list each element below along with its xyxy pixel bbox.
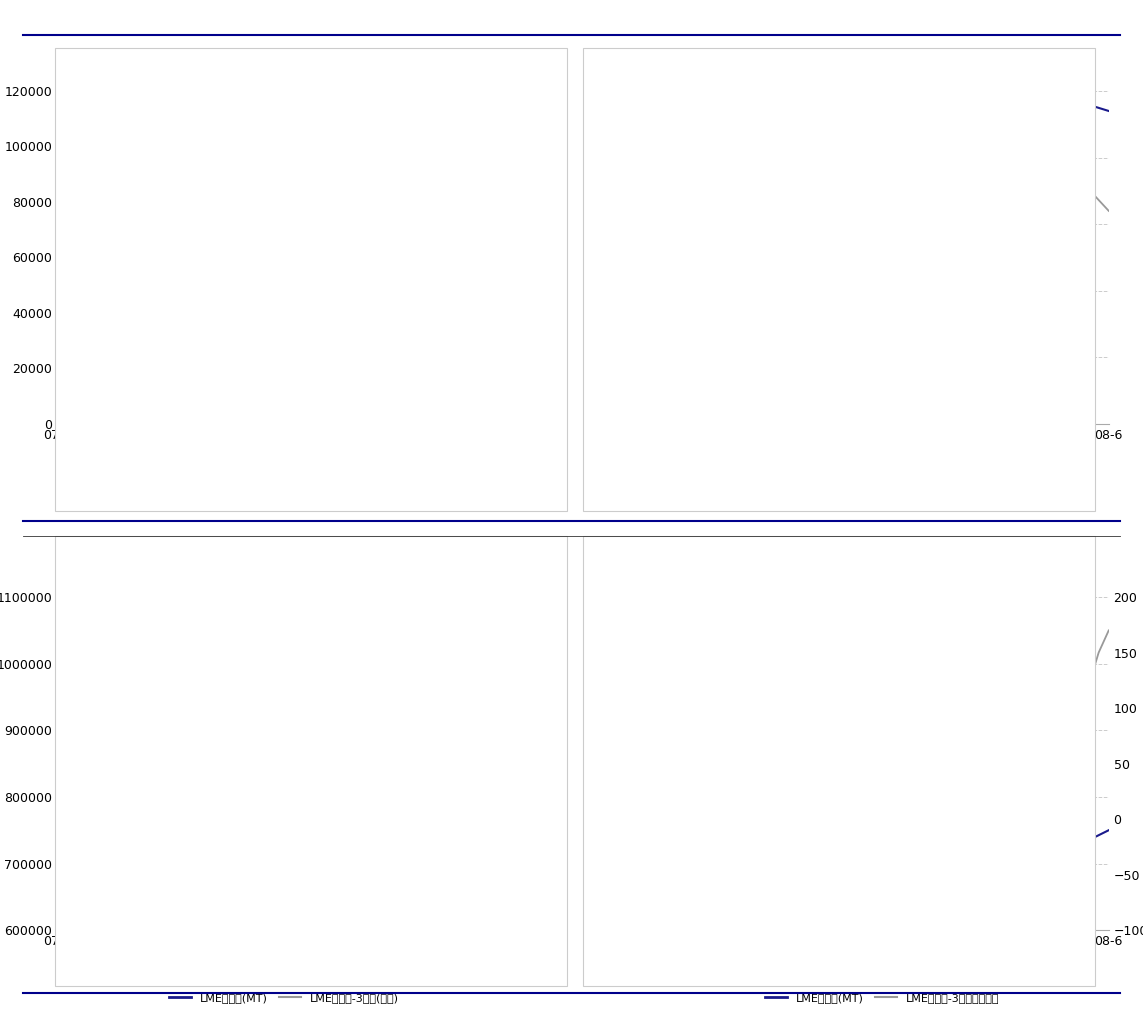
Legend: 上期所铜库存-小计(MT), 上期所铜库存-期货(MT): 上期所铜库存-小计(MT), 上期所铜库存-期货(MT) [160,492,407,512]
Legend: LME铜库存(MT), LME铜现货-3个月（右轴）: LME铜库存(MT), LME铜现货-3个月（右轴） [760,989,1004,1008]
Legend: 上期所铝库存-小计(MT), 上期所铝库存-期货(MT): 上期所铝库存-小计(MT), 上期所铝库存-期货(MT) [759,492,1006,512]
Legend: LME铝库存(MT), LME铝现货-3个月(右轴): LME铝库存(MT), LME铝现货-3个月(右轴) [165,989,403,1008]
